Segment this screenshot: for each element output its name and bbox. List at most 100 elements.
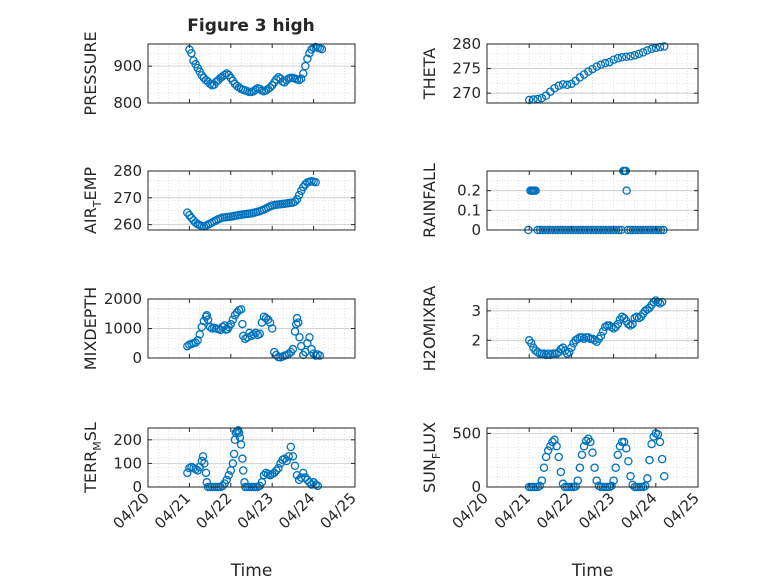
y-tick-label: 270 <box>452 84 481 102</box>
data-point <box>288 344 298 354</box>
axes-box <box>147 170 356 231</box>
data-point <box>238 466 248 475</box>
data-point <box>626 472 635 481</box>
data-point <box>562 349 572 358</box>
x-axis-label: Time <box>230 561 273 581</box>
y-tick-label: 0.2 <box>457 182 481 200</box>
data-series <box>185 42 327 97</box>
data-point <box>643 46 652 55</box>
y-tick-label: 500 <box>452 424 481 442</box>
data-point <box>307 480 316 489</box>
data-point <box>600 322 610 332</box>
data-point <box>249 330 258 339</box>
data-point <box>193 336 202 345</box>
data-point <box>298 69 308 78</box>
data-point <box>630 51 639 60</box>
data-point <box>543 446 553 455</box>
data-point <box>236 440 246 449</box>
data-point <box>288 452 298 461</box>
y-axis-label: MIXDEPTH <box>81 287 100 370</box>
data-point <box>295 333 304 342</box>
data-point <box>535 481 545 491</box>
data-point <box>584 67 593 76</box>
data-point <box>657 454 667 464</box>
data-point <box>611 463 620 472</box>
data-point <box>524 95 534 105</box>
data-point <box>284 452 294 461</box>
data-point <box>238 454 247 463</box>
data-point <box>588 448 597 457</box>
data-point <box>282 456 291 466</box>
data-point <box>228 315 238 324</box>
data-point <box>527 338 536 348</box>
data-point <box>531 186 540 195</box>
data-point <box>550 84 559 93</box>
data-point <box>575 463 585 472</box>
y-tick-label: 2 <box>471 331 481 349</box>
data-point <box>554 452 563 462</box>
data-point <box>659 42 669 51</box>
data-point <box>303 54 312 64</box>
data-point <box>537 476 547 485</box>
y-tick-label: 900 <box>113 57 142 75</box>
y-tick-label: 260 <box>113 216 142 234</box>
figure-title: Figure 3 high <box>187 16 315 36</box>
y-tick-label: 1000 <box>104 320 142 338</box>
data-point <box>655 437 665 447</box>
data-point <box>622 444 631 453</box>
data-point <box>291 319 301 329</box>
data-point <box>195 330 204 339</box>
y-tick-label: 0 <box>132 478 142 496</box>
y-axis-label: H2OMIXRA <box>420 286 439 372</box>
data-point <box>562 80 572 90</box>
data-point <box>265 318 275 327</box>
data-point <box>622 186 631 195</box>
data-point <box>228 459 238 468</box>
data-point <box>265 83 275 92</box>
data-point <box>577 450 587 460</box>
data-point <box>634 49 644 59</box>
data-point <box>290 461 300 471</box>
data-point <box>255 329 265 339</box>
data-point <box>628 319 637 329</box>
y-axis-label: TERRMSL <box>81 422 104 494</box>
data-point <box>313 481 322 491</box>
data-point <box>592 62 601 71</box>
y-tick-label: 100 <box>113 454 142 472</box>
data-point <box>638 48 648 57</box>
data-point <box>645 455 654 465</box>
data-point <box>653 430 663 439</box>
data-point <box>543 349 553 358</box>
data-point <box>607 481 616 491</box>
data-point <box>577 333 587 342</box>
data-series <box>183 305 325 362</box>
data-point <box>270 468 279 478</box>
y-tick-label: 0 <box>471 221 481 239</box>
data-point <box>201 468 211 478</box>
data-point <box>579 334 589 344</box>
data-point <box>624 457 633 466</box>
data-point <box>592 476 601 485</box>
data-point <box>238 319 247 329</box>
y-tick-label: 275 <box>452 60 481 78</box>
data-series <box>524 296 667 360</box>
x-axis-label: Time <box>571 561 614 581</box>
data-point <box>202 310 212 320</box>
data-point <box>596 60 606 69</box>
axes-box <box>486 170 699 231</box>
data-point <box>200 459 209 468</box>
data-point <box>203 315 213 324</box>
data-point <box>558 80 568 89</box>
subplot-rainfall: 0 0.10.2 RAINFALL <box>420 163 699 239</box>
data-point <box>222 475 231 485</box>
data-point <box>590 336 599 345</box>
y-axis-label: SUNFLUX <box>420 422 443 493</box>
data-point <box>556 467 566 477</box>
axes-box <box>147 427 356 488</box>
data-point <box>659 472 669 481</box>
data-point <box>567 343 576 352</box>
y-tick-label: 270 <box>113 189 142 207</box>
y-axis-label: THETA <box>420 48 439 100</box>
